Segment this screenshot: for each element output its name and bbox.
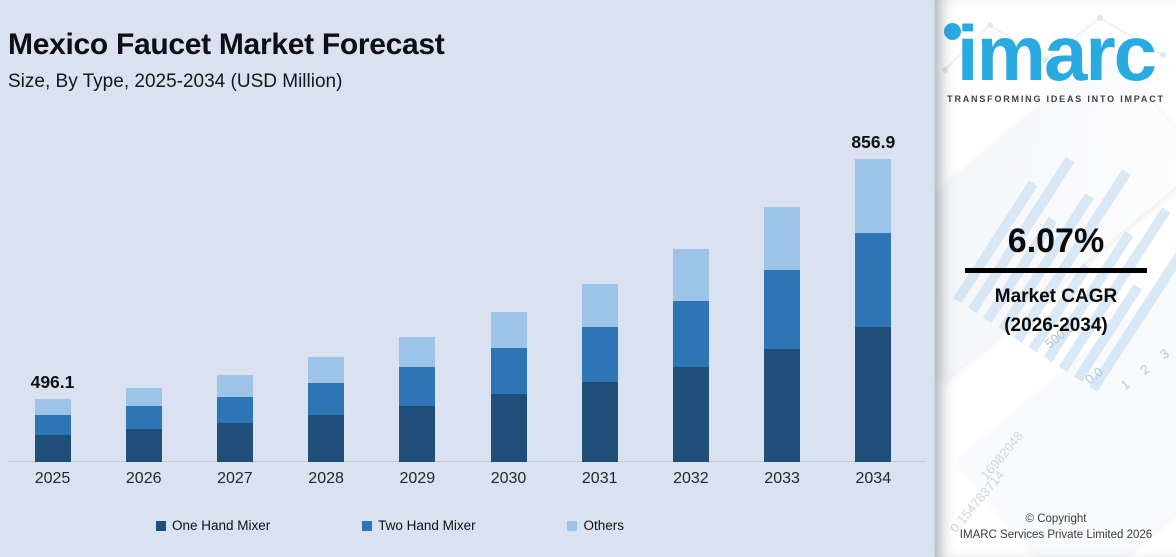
legend: One Hand Mixer Two Hand Mixer Others bbox=[156, 518, 624, 533]
bar-segment-one-hand-mixer bbox=[581, 382, 618, 462]
bar-segment-one-hand-mixer bbox=[672, 367, 709, 462]
imarc-logo-wordmark: imarc bbox=[956, 9, 1157, 97]
x-tick-label-2025: 2025 bbox=[34, 470, 71, 487]
bar-2029 bbox=[399, 337, 436, 462]
imarc-tagline: TRANSFORMING IDEAS INTO IMPACT bbox=[947, 94, 1165, 104]
bar-2032 bbox=[672, 249, 709, 462]
brand-panel: 500.0 0.0 1 2 3 4 16982048 0.154783714 i… bbox=[934, 0, 1176, 557]
bar-2028 bbox=[308, 357, 345, 462]
bar-segment-others bbox=[581, 284, 618, 327]
legend-swatch-icon bbox=[156, 520, 166, 531]
imarc-logo-dot-icon bbox=[944, 23, 961, 40]
bar-segment-two-hand-mixer bbox=[490, 348, 527, 394]
chart-title: Mexico Faucet Market Forecast bbox=[8, 28, 445, 62]
chart-panel: Mexico Faucet Market Forecast Size, By T… bbox=[8, 28, 926, 533]
decorative-network-graphic-icon bbox=[942, 15, 1166, 73]
cagr-period: (2026-2034) bbox=[1004, 314, 1108, 336]
bar-2034 bbox=[855, 159, 892, 462]
bar-2033 bbox=[764, 207, 801, 462]
stacked-bar-chart: 496.1 2025 2026 2027 2028 2029 2030 2031 2032 203… bbox=[8, 132, 926, 487]
bar-segment-one-hand-mixer bbox=[125, 429, 162, 462]
bar-segment-one-hand-mixer bbox=[490, 394, 527, 462]
x-tick-label-2032: 2032 bbox=[673, 470, 709, 487]
bar-segment-two-hand-mixer bbox=[399, 367, 436, 406]
cagr-block: 6.07% Market CAGR (2026-2034) bbox=[935, 222, 1176, 340]
bar-segment-others bbox=[490, 312, 527, 348]
bar-total-label-2034: 856.9 bbox=[851, 132, 896, 152]
x-tick-label-2026: 2026 bbox=[125, 470, 162, 487]
legend-label: Two Hand Mixer bbox=[378, 518, 476, 533]
bar-segment-two-hand-mixer bbox=[855, 233, 892, 327]
x-tick-label-2033: 2033 bbox=[764, 470, 800, 487]
bar-segment-two-hand-mixer bbox=[34, 415, 71, 435]
bar-segment-one-hand-mixer bbox=[855, 327, 892, 462]
bar-segment-two-hand-mixer bbox=[764, 270, 801, 349]
bar-2027 bbox=[216, 375, 253, 462]
bar-segment-others bbox=[125, 388, 162, 406]
copyright-line1: © Copyright bbox=[1025, 512, 1087, 525]
bar-2025 bbox=[34, 399, 71, 462]
legend-label: One Hand Mixer bbox=[172, 518, 271, 533]
bar-segment-two-hand-mixer bbox=[125, 406, 162, 429]
cagr-value: 6.07% bbox=[1007, 222, 1105, 260]
bar-segment-others bbox=[764, 207, 801, 270]
legend-label: Others bbox=[583, 518, 624, 533]
x-tick-label-2031: 2031 bbox=[581, 470, 618, 487]
bar-segment-others bbox=[216, 375, 253, 397]
bar-segment-one-hand-mixer bbox=[399, 406, 436, 462]
bar-2031 bbox=[581, 284, 618, 462]
legend-swatch-icon bbox=[567, 520, 578, 531]
copyright-line2: IMARC Services Private Limited 2026 bbox=[959, 529, 1153, 542]
x-tick-label-2030: 2030 bbox=[490, 470, 527, 487]
bar-segment-one-hand-mixer bbox=[308, 415, 345, 462]
chart-subtitle: Size, By Type, 2025-2034 (USD Million) bbox=[8, 71, 343, 92]
bar-segment-others bbox=[855, 159, 892, 233]
legend-item-two-hand-mixer: Two Hand Mixer bbox=[362, 518, 476, 533]
bar-segment-others bbox=[672, 249, 709, 301]
x-tick-label-2027: 2027 bbox=[217, 470, 253, 487]
bar-segment-others bbox=[399, 337, 436, 367]
bar-segment-one-hand-mixer bbox=[34, 435, 71, 462]
x-axis-line bbox=[8, 461, 926, 462]
bar-segment-two-hand-mixer bbox=[308, 383, 345, 415]
imarc-logo: imarc TRANSFORMING IDEAS INTO IMPACT bbox=[935, 14, 1176, 104]
x-tick-label-2028: 2028 bbox=[308, 470, 344, 487]
bar-segment-two-hand-mixer bbox=[216, 397, 253, 423]
bar-segment-one-hand-mixer bbox=[764, 349, 801, 462]
cagr-label: Market CAGR bbox=[994, 286, 1118, 307]
bar-total-label-2025: 496.1 bbox=[30, 372, 75, 392]
bar-segment-one-hand-mixer bbox=[216, 423, 253, 462]
legend-item-one-hand-mixer: One Hand Mixer bbox=[156, 518, 270, 533]
legend-item-others: Others bbox=[567, 518, 624, 533]
bar-segment-others bbox=[34, 399, 71, 415]
cagr-underline bbox=[965, 268, 1147, 273]
copyright: © Copyright IMARC Services Private Limit… bbox=[935, 511, 1176, 544]
x-tick-label-2034: 2034 bbox=[855, 470, 892, 487]
x-tick-label-2029: 2029 bbox=[399, 470, 436, 487]
bar-segment-others bbox=[308, 357, 345, 383]
bar-2026 bbox=[125, 388, 162, 462]
legend-swatch-icon bbox=[362, 520, 373, 531]
bar-segment-two-hand-mixer bbox=[672, 301, 709, 367]
bar-segment-two-hand-mixer bbox=[581, 327, 618, 382]
bar-2030 bbox=[490, 312, 527, 462]
